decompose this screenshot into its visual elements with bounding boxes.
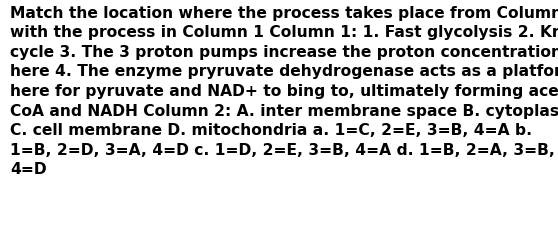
Text: Match the location where the process takes place from Column 2
with the process : Match the location where the process tak… — [10, 6, 558, 177]
